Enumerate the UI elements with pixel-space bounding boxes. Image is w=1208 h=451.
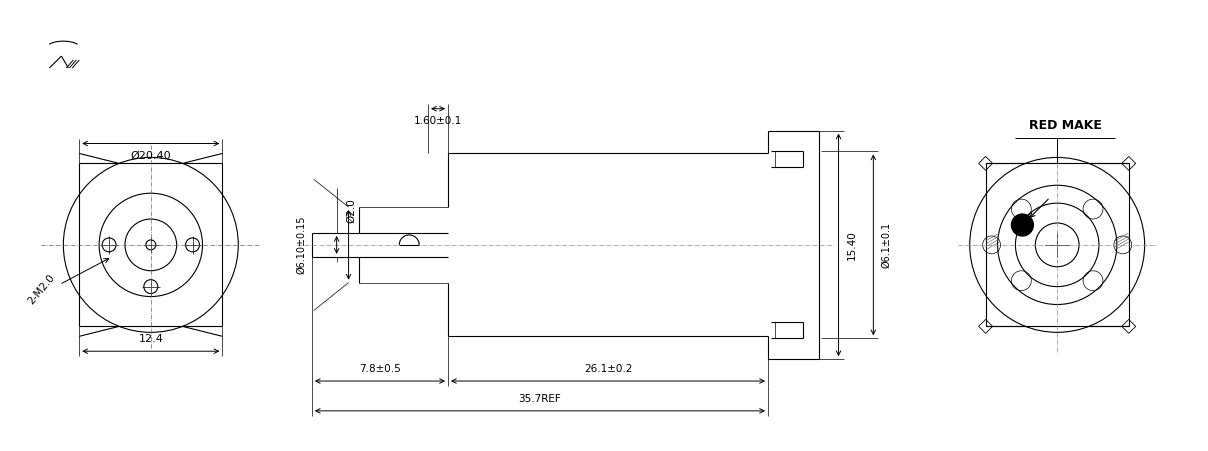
Text: Ø6.10±0.15: Ø6.10±0.15 [296, 216, 306, 274]
Text: 7.8±0.5: 7.8±0.5 [359, 364, 401, 374]
Text: RED MAKE: RED MAKE [1029, 119, 1102, 132]
Text: 12.4: 12.4 [139, 334, 163, 344]
Text: Ø20.40: Ø20.40 [130, 151, 172, 161]
Text: 35.7REF: 35.7REF [518, 394, 562, 404]
Text: Ø6.1±0.1: Ø6.1±0.1 [882, 222, 892, 268]
Text: Ø2.0: Ø2.0 [347, 199, 356, 223]
Text: 1.60±0.1: 1.60±0.1 [414, 115, 463, 126]
Text: 15.40: 15.40 [847, 230, 856, 260]
Text: 26.1±0.2: 26.1±0.2 [583, 364, 632, 374]
Text: 2-M2.0: 2-M2.0 [27, 273, 57, 307]
Circle shape [1011, 214, 1033, 236]
